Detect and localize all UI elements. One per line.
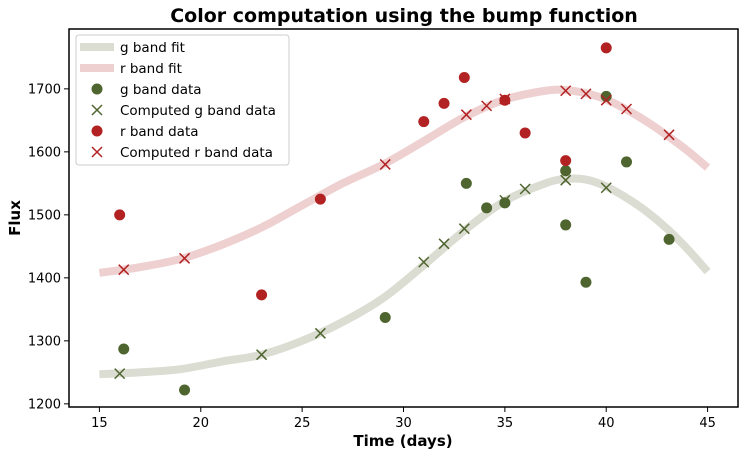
computed-g-band-data-point: [499, 194, 511, 206]
x-axis: 15 20 25 30 35 40 45: [91, 407, 716, 431]
r-band-data-point: [438, 97, 450, 109]
x-tick-label: 30: [395, 416, 412, 431]
y-tick-label: 1400: [28, 271, 61, 286]
computed-g-band-data-point: [600, 182, 612, 194]
g-band-data-point: [499, 197, 511, 209]
plot-area: [98, 42, 711, 396]
g-band-data-point: [481, 202, 493, 214]
r-band-data-point: [499, 94, 511, 106]
r-band-data-point: [600, 42, 612, 54]
computed-r-band-data-point: [481, 100, 493, 112]
computed-g-band-data-legend-swatch: [91, 104, 103, 116]
g-band-data-point: [560, 219, 572, 231]
g-band-fit-line: [99, 174, 711, 379]
computed-g-band-data-point: [560, 174, 572, 186]
legend: g band fit r band fit g band data Computed …: [75, 34, 290, 166]
g-band-data-point: [118, 343, 130, 355]
g-band-data-legend-label: g band data: [120, 82, 202, 98]
r-band-data-legend-swatch: [91, 125, 103, 137]
computed-g-band-data-point: [418, 256, 430, 268]
computed-g-band-data-point: [438, 238, 450, 250]
computed-r-band-data-point: [600, 94, 612, 106]
r-band-data-point: [519, 127, 531, 139]
r-band-data-point: [458, 72, 470, 84]
computed-r-band-data-point: [499, 93, 511, 105]
x-tick-label: 20: [192, 416, 209, 431]
computed-g-band-data-point: [256, 349, 268, 361]
x-tick-label: 40: [598, 416, 615, 431]
r-band-data-point: [418, 116, 430, 128]
g-band-data-point: [179, 384, 191, 396]
computed-r-band-data-point: [580, 88, 592, 100]
computed-g-band-data-point: [314, 327, 326, 339]
y-tick-label: 1700: [28, 82, 61, 97]
computed-r-band-data-legend-label: Computed r band data: [120, 145, 273, 161]
computed-g-band-data-point: [519, 183, 531, 195]
y-tick-label: 1500: [28, 208, 61, 223]
computed-r-band-data-point: [560, 85, 572, 97]
g-band-data-point: [600, 90, 612, 102]
computed-r-band-data-point: [460, 109, 472, 121]
r-band-fit-legend-label: r band fit: [120, 61, 182, 77]
computed-r-band-data-point: [620, 103, 633, 115]
g-band-data-point: [560, 165, 572, 177]
computed-r-band-data-point: [379, 158, 391, 170]
r-band-data-point: [560, 155, 572, 167]
x-tick-label: 25: [294, 416, 311, 431]
g-band-data-point: [663, 233, 675, 245]
g-band-data-point: [460, 177, 472, 189]
computed-r-band-data-point: [663, 129, 675, 141]
x-tick-label: 15: [91, 416, 108, 431]
chart-title: Color computation using the bump functio…: [170, 5, 638, 27]
y-axis-label: Flux: [6, 200, 24, 236]
computed-r-band-data-point: [179, 252, 191, 264]
computed-g-band-data-point: [114, 368, 126, 380]
r-band-data-point: [256, 289, 268, 301]
x-tick-label: 45: [699, 416, 716, 431]
y-tick-label: 1200: [28, 397, 61, 412]
computed-g-band-data-point: [458, 223, 470, 235]
computed-r-band-data-legend-swatch: [91, 146, 103, 158]
computed-g-band-data-legend-label: Computed g band data: [120, 103, 276, 119]
legend-box: [75, 34, 290, 166]
x-tick-label: 35: [497, 416, 514, 431]
y-tick-label: 1300: [28, 334, 61, 349]
g-band-data-point: [580, 276, 592, 288]
x-axis-label: Time (days): [353, 432, 452, 450]
g-band-data-legend-swatch: [91, 83, 103, 95]
computed-r-band-data-point: [118, 264, 130, 276]
r-band-data-point: [314, 193, 326, 205]
y-axis: 1200 1300 1400 1500 1600 1700: [28, 82, 69, 412]
y-tick-label: 1600: [28, 145, 61, 160]
g-band-data-point: [379, 312, 391, 324]
r-band-data-legend-label: r band data: [120, 124, 199, 140]
r-band-data-point: [114, 209, 126, 221]
g-band-fit-legend-label: g band fit: [120, 40, 185, 56]
g-band-data-point: [621, 156, 632, 168]
